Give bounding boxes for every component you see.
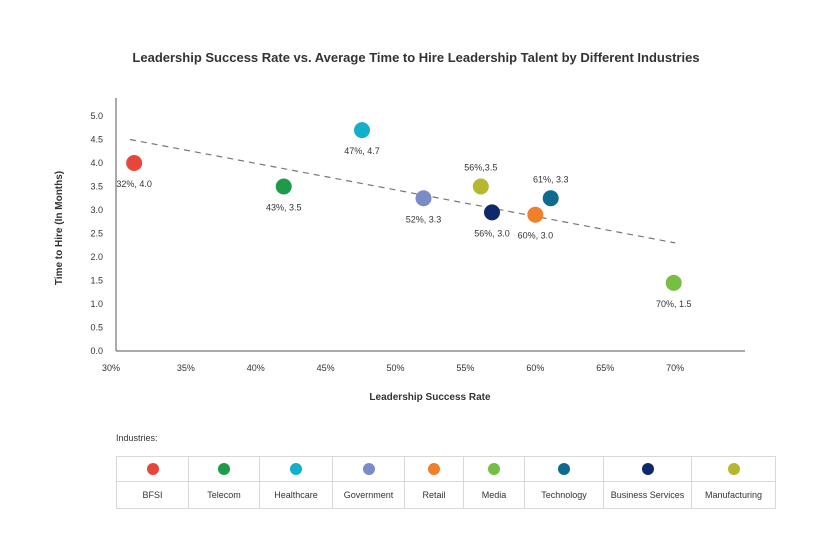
y-tick-label: 1.5 [90, 276, 103, 286]
legend-title: Industries: [116, 433, 158, 443]
x-tick-label: 65% [596, 363, 614, 373]
y-tick-label: 4.5 [90, 135, 103, 145]
legend-label-row: BFSI Telecom Healthcare Government Retail Med… [116, 481, 776, 509]
point-label: 70%, 1.5 [656, 299, 692, 309]
legend: BFSI Telecom Healthcare Government Retail Med… [116, 456, 776, 509]
legend-swatch-row [116, 456, 776, 482]
y-tick-label: 2.0 [90, 252, 103, 262]
legend-swatch-cell [691, 456, 776, 482]
y-tick-label: 2.5 [90, 229, 103, 239]
legend-label: Manufacturing [691, 481, 776, 509]
legend-swatch-government [362, 463, 375, 475]
point-telecom [275, 178, 292, 195]
x-tick-label: 30% [102, 363, 120, 373]
legend-label: BFSI [116, 481, 189, 509]
legend-label: Business Services [603, 481, 692, 509]
point-label: 60%, 3.0 [518, 231, 554, 241]
y-tick-label: 5.0 [90, 111, 103, 121]
points-group: 32%, 4.0 43%, 3.5 47%, 4.7 52%, 3.3 56%,3.5 5… [116, 122, 691, 309]
y-tick-label: 3.0 [90, 205, 103, 215]
x-tick-label: 45% [317, 363, 335, 373]
chart-title: Leadership Success Rate vs. Average Time… [132, 50, 700, 65]
point-label: 52%, 3.3 [406, 214, 442, 224]
legend-swatch-business-services [641, 463, 654, 475]
legend-label: Telecom [188, 481, 260, 509]
legend-label: Healthcare [259, 481, 333, 509]
x-tick-label: 50% [387, 363, 405, 373]
legend-swatch-cell [116, 456, 189, 482]
axes [115, 98, 745, 352]
point-label: 56%,3.5 [464, 163, 497, 173]
legend-swatch-cell [404, 456, 464, 482]
y-ticks: 0.0 0.5 1.0 1.5 2.0 2.5 3.0 3.5 4.0 4.5 5.0 [90, 111, 103, 356]
legend-swatch-cell [463, 456, 525, 482]
legend-label: Retail [404, 481, 464, 509]
legend-label: Media [463, 481, 525, 509]
legend-swatch-bfsi [146, 463, 159, 475]
point-label: 47%, 4.7 [344, 146, 380, 156]
trendline [129, 138, 676, 244]
legend-swatch-retail [428, 463, 440, 475]
point-retail [527, 206, 544, 223]
legend-swatch-healthcare [290, 463, 302, 475]
point-government [415, 190, 432, 207]
y-axis-title: Time to Hire (In Months) [54, 171, 65, 285]
point-label: 61%, 3.3 [533, 174, 569, 184]
legend-swatch-telecom [218, 463, 230, 475]
legend-swatch-manufacturing [727, 463, 740, 475]
y-tick-label: 4.0 [90, 158, 103, 168]
y-tick-label: 0.0 [90, 346, 103, 356]
y-tick-label: 1.0 [90, 299, 103, 309]
y-tick-label: 3.5 [90, 182, 103, 192]
x-tick-label: 60% [526, 363, 544, 373]
scatter-chart: 0.0 0.5 1.0 1.5 2.0 2.5 3.0 3.5 4.0 4.5 5.0 30% 35%… [54, 98, 745, 403]
legend-label: Government [332, 481, 405, 509]
legend-swatch-technology [558, 463, 570, 475]
point-healthcare [354, 122, 371, 139]
y-tick-label: 0.5 [90, 323, 103, 333]
legend-swatch-media [488, 463, 500, 475]
x-tick-label: 70% [666, 363, 684, 373]
x-tick-label: 40% [247, 363, 265, 373]
point-manufacturing [472, 178, 489, 195]
point-technology [542, 190, 559, 207]
x-axis-title: Leadership Success Rate [369, 392, 491, 403]
point-label: 43%, 3.5 [266, 203, 302, 213]
x-tick-label: 55% [456, 363, 474, 373]
point-label: 56%, 3.0 [474, 228, 510, 238]
legend-swatch-cell [259, 456, 333, 482]
x-ticks: 30% 35% 40% 45% 50% 55% 60% 65% 70% [102, 363, 684, 373]
legend-swatch-cell [188, 456, 260, 482]
legend-swatch-cell [524, 456, 604, 482]
legend-swatch-cell [332, 456, 405, 482]
legend-label: Technology [524, 481, 604, 509]
point-bfsi [126, 155, 143, 171]
point-media [665, 274, 682, 291]
point-business-services [484, 204, 501, 221]
x-tick-label: 35% [177, 363, 195, 373]
point-label: 32%, 4.0 [116, 179, 152, 189]
legend-swatch-cell [603, 456, 692, 482]
trendline-group [129, 138, 676, 244]
